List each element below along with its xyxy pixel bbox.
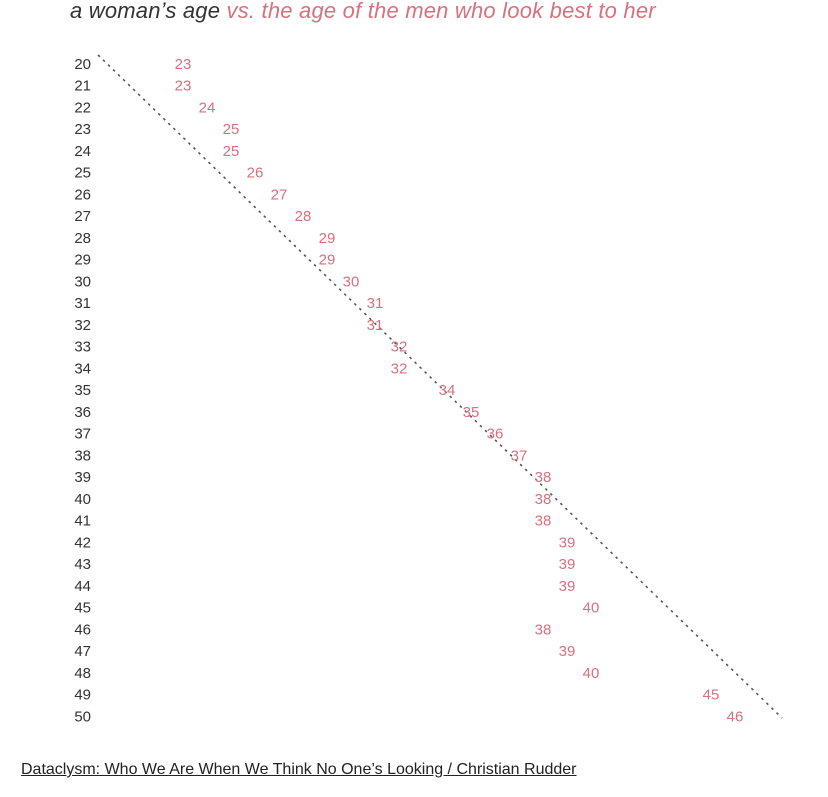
men-age-label: 35 [463,404,480,421]
y-tick-label: 45 [74,600,91,617]
chart-title: a woman’s age vs. the age of the men who… [70,0,656,24]
men-age-label: 31 [367,317,384,334]
y-tick-label: 39 [74,469,91,486]
men-age-label: 38 [535,621,552,638]
y-tick-label: 33 [74,339,91,356]
men-age-label: 37 [511,447,528,464]
men-age-label: 32 [391,339,408,356]
y-tick-label: 26 [74,186,91,203]
chart-title-accent: vs. the age of the men who look best to … [220,0,656,23]
y-tick-label: 41 [74,513,91,530]
y-tick-label: 36 [74,404,91,421]
men-age-label: 36 [487,426,504,443]
y-tick-label: 29 [74,252,91,269]
y-tick-label: 31 [74,295,91,312]
y-tick-label: 23 [74,121,91,138]
y-tick-label: 22 [74,99,91,116]
men-age-label: 23 [175,56,192,73]
y-tick-label: 32 [74,317,91,334]
men-age-label: 25 [223,121,240,138]
y-tick-label: 21 [74,78,91,95]
y-tick-label: 25 [74,165,91,182]
men-age-label: 39 [559,578,576,595]
men-age-label: 30 [343,273,360,290]
men-age-label: 31 [367,295,384,312]
y-tick-label: 43 [74,556,91,573]
men-age-label: 39 [559,534,576,551]
men-age-label: 39 [559,643,576,660]
men-age-label: 38 [535,491,552,508]
y-tick-label: 46 [74,621,91,638]
men-age-label: 38 [535,513,552,530]
y-tick-label: 38 [74,447,91,464]
men-age-label: 26 [247,165,264,182]
y-tick-label: 40 [74,491,91,508]
y-tick-label: 28 [74,230,91,247]
men-age-labels: 23 23 24 25 25 26 27 28 29 29 30 31 31 32 32 34 35 36 37 38… [175,56,744,726]
y-tick-label: 35 [74,382,91,399]
men-age-label: 29 [319,230,336,247]
men-age-label: 25 [223,143,240,160]
men-age-label: 40 [583,665,600,682]
chart-title-main: a woman’s age [70,0,221,23]
men-age-label: 23 [175,78,192,95]
y-tick-label: 42 [74,534,91,551]
y-axis-ticks: 20 21 22 23 24 25 26 27 28 29 30 31 32 33 34 35 36 37 38 39… [74,56,91,726]
source-link[interactable]: Dataclysm: Who We Are When We Think No O… [21,761,577,778]
y-tick-label: 47 [74,643,91,660]
men-age-label: 39 [559,556,576,573]
y-tick-label: 30 [74,273,91,290]
men-age-label: 45 [703,687,720,704]
men-age-label: 46 [727,708,744,725]
age-preference-chart: 20 21 22 23 24 25 26 27 28 29 30 31 32 33 34 35 36 37 38 39… [74,54,783,726]
men-age-label: 38 [535,469,552,486]
men-age-label: 27 [271,186,288,203]
y-tick-label: 50 [74,708,91,725]
y-tick-label: 37 [74,426,91,443]
y-tick-label: 27 [74,208,91,225]
men-age-label: 24 [199,99,216,116]
equal-age-diagonal-line [97,54,783,719]
men-age-label: 32 [391,360,408,377]
y-tick-label: 44 [74,578,91,595]
men-age-label: 34 [439,382,456,399]
y-tick-label: 34 [74,360,91,377]
y-tick-label: 49 [74,687,91,704]
men-age-label: 29 [319,252,336,269]
men-age-label: 40 [583,600,600,617]
men-age-label: 28 [295,208,312,225]
y-tick-label: 24 [74,143,91,160]
y-tick-label: 48 [74,665,91,682]
y-tick-label: 20 [74,56,91,73]
